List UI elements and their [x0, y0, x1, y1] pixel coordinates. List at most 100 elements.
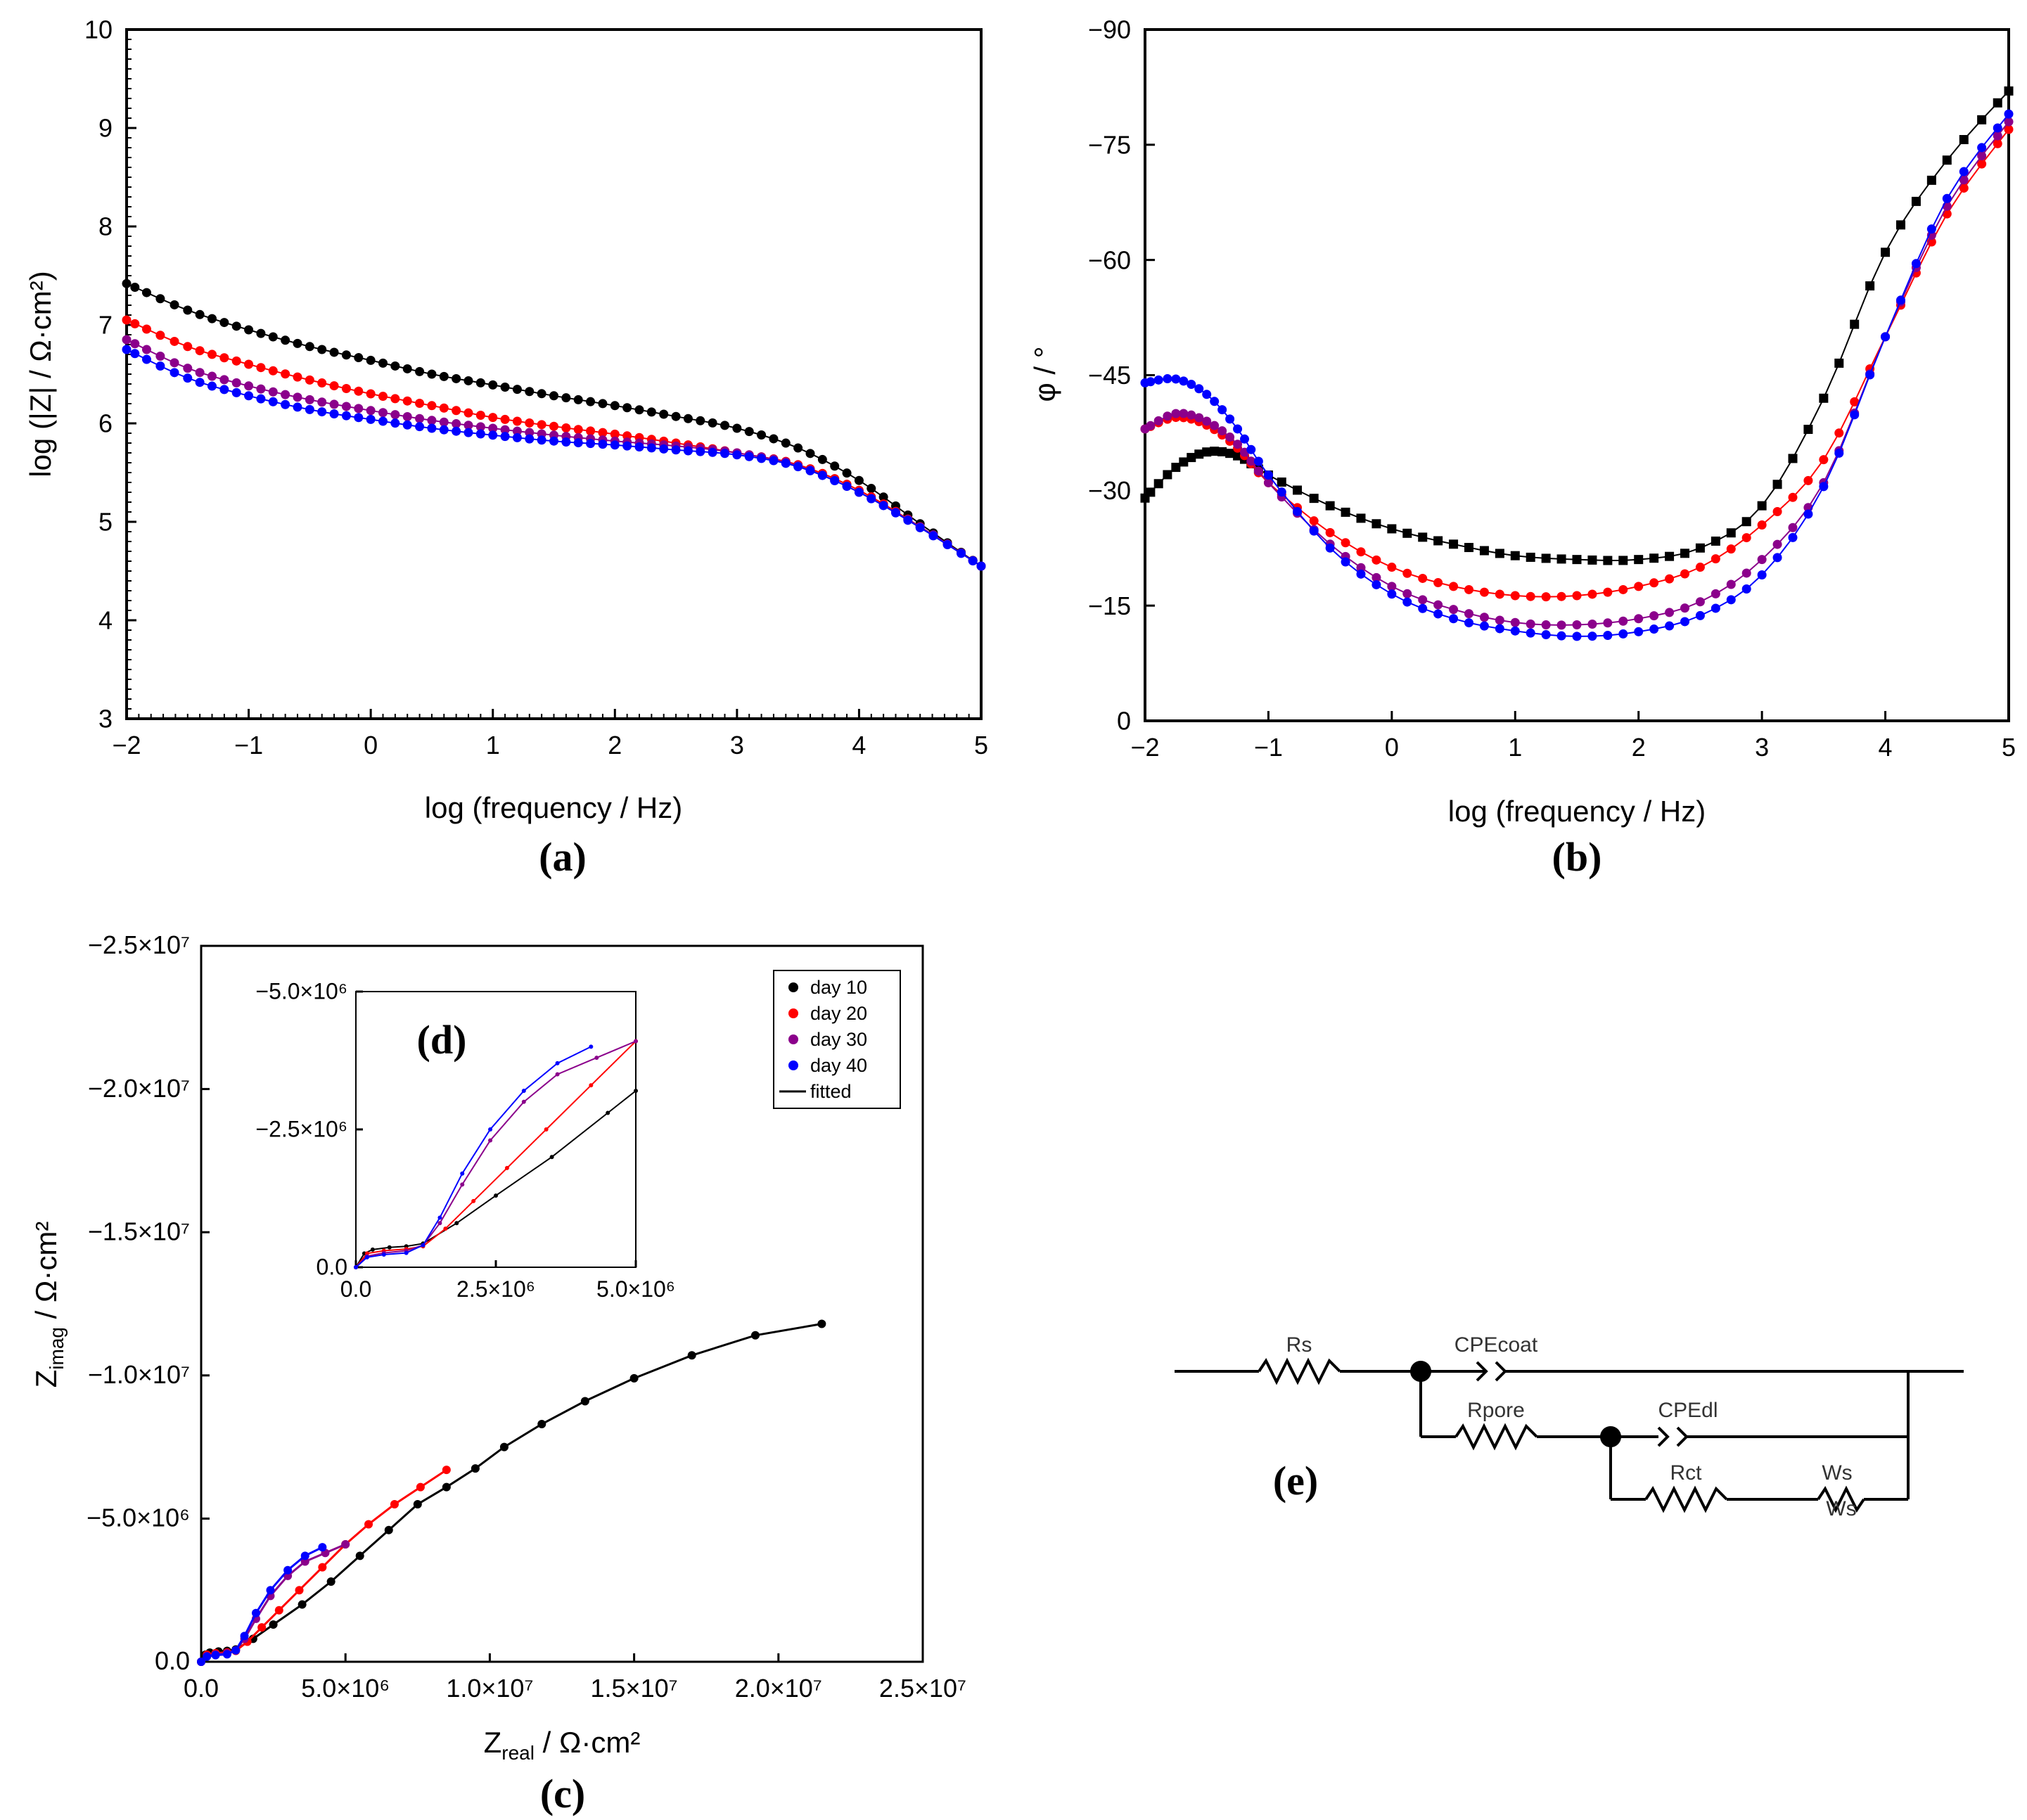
data-point — [1726, 579, 1736, 589]
data-point — [634, 442, 644, 451]
data-point — [732, 423, 742, 433]
data-point — [1726, 528, 1736, 538]
data-point — [854, 475, 864, 485]
data-point — [1187, 379, 1196, 389]
x-tick-label: 2.0×10⁷ — [735, 1674, 822, 1703]
data-point — [1449, 582, 1459, 591]
data-point — [1977, 151, 1987, 161]
x-tick-label: −1 — [234, 731, 263, 760]
data-point — [1649, 578, 1659, 588]
data-point — [155, 294, 165, 304]
y-tick-label: 9 — [98, 114, 113, 143]
axis-ticks: −2 −1 0 1 2 3 4 5 3 4 5 6 7 8 9 10 — [84, 15, 988, 760]
data-point — [1572, 555, 1582, 565]
data-point — [1418, 573, 1428, 583]
data-point — [437, 1215, 442, 1220]
data-point — [594, 1056, 599, 1060]
data-point — [141, 324, 151, 334]
data-point — [1225, 414, 1235, 424]
data-point — [500, 425, 510, 435]
x-tick-label: −2 — [112, 731, 141, 760]
data-point — [549, 421, 558, 431]
data-point — [512, 416, 522, 426]
cpe-dl-left — [1657, 1426, 1670, 1447]
data-point — [891, 508, 900, 518]
data-point — [671, 411, 681, 421]
data-point — [268, 387, 278, 397]
series-day30 — [197, 1540, 350, 1666]
legend-marker-day40 — [788, 1060, 798, 1070]
data-point — [1479, 546, 1489, 556]
data-point — [1433, 536, 1443, 546]
data-point — [1819, 482, 1829, 492]
data-point — [549, 391, 558, 401]
data-series — [1140, 86, 2014, 641]
panel-letter-b: (b) — [1552, 834, 1602, 880]
data-point — [1695, 543, 1705, 553]
data-point — [750, 1331, 760, 1340]
data-point — [370, 1247, 375, 1252]
plot-frame — [125, 28, 983, 720]
data-point — [1418, 595, 1428, 605]
data-point — [305, 375, 314, 385]
label-ws-symbol: Ws — [1826, 1497, 1856, 1520]
y-axis-symbol: Z — [30, 1370, 63, 1388]
data-point — [427, 423, 437, 433]
data-point — [122, 315, 132, 325]
data-point — [295, 1586, 304, 1595]
y-tick-label: 0.0 — [316, 1255, 347, 1280]
inset-axis-ticks: 0.0 2.5×10⁶ 5.0×10⁶ 0.0 −2.5×10⁶ −5.0×10⁶ — [255, 979, 675, 1302]
data-point — [598, 440, 608, 449]
data-point — [378, 392, 388, 402]
data-point — [586, 397, 596, 406]
data-point — [537, 1420, 546, 1429]
data-point — [141, 354, 151, 364]
y-tick-label: −60 — [1088, 245, 1131, 274]
data-point — [1881, 332, 1891, 342]
data-point — [561, 423, 571, 433]
data-point — [1618, 629, 1628, 639]
cpe-dl-right — [1676, 1426, 1689, 1447]
data-point — [842, 482, 852, 492]
data-point — [976, 561, 986, 571]
cpe-coat-right — [1495, 1361, 1507, 1382]
data-point — [1479, 613, 1489, 622]
data-point — [525, 428, 535, 437]
label-rct: Rct — [1670, 1461, 1703, 1485]
series-line-day30 — [355, 1040, 637, 1268]
data-point — [1293, 506, 1303, 516]
data-point — [415, 422, 425, 432]
resistor-rct — [1644, 1485, 1728, 1513]
data-point — [687, 1351, 696, 1360]
panel-d-inset-chart: 0.0 2.5×10⁶ 5.0×10⁶ 0.0 −2.5×10⁶ −5.0×10⁶ (d) — [255, 979, 675, 1302]
data-point — [610, 429, 620, 439]
data-point — [183, 342, 193, 352]
data-point — [366, 414, 376, 424]
data-point — [1179, 409, 1189, 418]
data-point — [1711, 554, 1720, 564]
data-point — [512, 385, 522, 395]
data-point — [197, 1658, 205, 1666]
data-point — [561, 437, 571, 447]
data-point — [274, 1606, 283, 1615]
y-axis-subscript: imag — [46, 1327, 68, 1370]
data-point — [244, 381, 254, 391]
data-point — [488, 380, 498, 390]
data-point — [1356, 563, 1366, 572]
data-point — [1464, 618, 1473, 628]
data-point — [1757, 570, 1767, 579]
data-point — [1926, 175, 1936, 185]
data-point — [130, 319, 140, 328]
series-day40 — [354, 1044, 594, 1269]
data-point — [415, 414, 425, 423]
data-point — [1741, 584, 1751, 594]
data-point — [1246, 444, 1256, 454]
data-point — [1402, 568, 1412, 578]
x-tick-label: 2.5×10⁷ — [879, 1674, 966, 1703]
label-rpore: Rpore — [1467, 1399, 1525, 1422]
data-point — [598, 399, 608, 409]
data-point — [390, 418, 400, 428]
data-point — [573, 425, 583, 435]
data-point — [1649, 611, 1659, 621]
data-point — [471, 1198, 476, 1203]
